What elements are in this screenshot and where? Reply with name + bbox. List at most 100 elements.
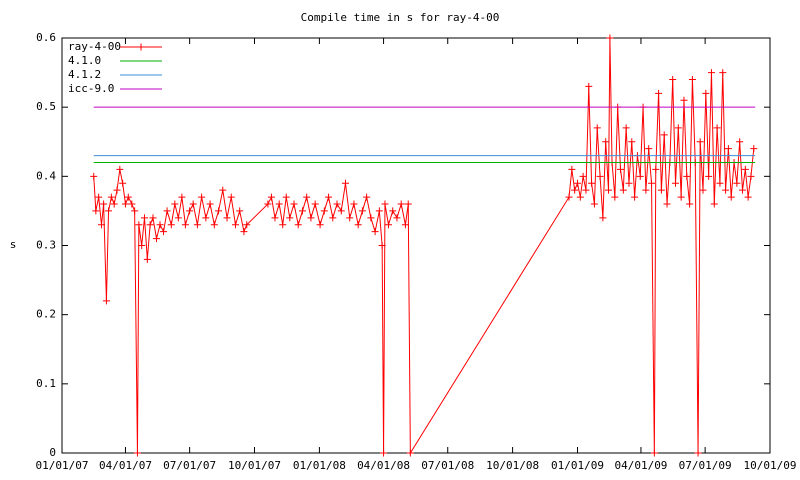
data-point	[303, 193, 311, 201]
data-point	[320, 207, 328, 215]
data-point	[92, 207, 100, 215]
data-point	[747, 172, 755, 180]
y-tick-label: 0.4	[36, 169, 56, 182]
x-tick-label: 07/01/08	[421, 459, 474, 472]
data-point	[599, 214, 607, 222]
data-point	[655, 89, 663, 97]
data-point	[617, 165, 625, 173]
data-point	[645, 145, 653, 153]
data-point	[744, 193, 752, 201]
y-tick-label: 0.6	[36, 31, 56, 44]
data-point	[573, 179, 581, 187]
data-point	[590, 200, 598, 208]
data-point	[611, 193, 619, 201]
data-point	[290, 200, 298, 208]
x-tick-label: 04/01/09	[614, 459, 667, 472]
data-point	[337, 207, 345, 215]
data-point	[138, 242, 146, 249]
data-point	[181, 221, 189, 229]
data-point	[622, 124, 630, 132]
legend-label: 4.1.0	[68, 54, 101, 67]
data-point	[688, 76, 696, 83]
data-point	[346, 214, 354, 222]
data-point	[642, 186, 650, 194]
data-point	[381, 200, 389, 208]
data-point	[719, 69, 727, 77]
data-point	[672, 179, 680, 187]
data-point	[219, 186, 227, 194]
x-tick-label: 01/01/07	[36, 459, 89, 472]
data-point	[696, 138, 704, 146]
x-tick-label: 07/01/07	[163, 459, 216, 472]
data-point	[380, 449, 388, 457]
data-point	[571, 186, 579, 194]
data-point	[341, 179, 349, 187]
data-point	[186, 207, 194, 215]
data-point	[741, 165, 749, 173]
data-point	[652, 165, 660, 173]
data-point	[267, 193, 275, 201]
data-point	[210, 221, 218, 229]
data-point	[149, 214, 157, 222]
y-tick-label: 0.3	[36, 239, 56, 252]
data-point	[371, 228, 379, 236]
x-tick-label: 01/01/08	[293, 459, 346, 472]
data-point	[206, 200, 214, 208]
data-point	[722, 186, 730, 194]
data-point	[227, 193, 235, 201]
data-point	[119, 179, 127, 187]
data-point	[733, 179, 741, 187]
data-point	[167, 221, 175, 229]
data-point	[141, 214, 149, 222]
data-point	[128, 200, 136, 208]
data-point	[131, 207, 139, 215]
data-point	[738, 186, 746, 194]
data-point	[680, 96, 688, 104]
data-point	[163, 207, 171, 215]
data-point	[631, 193, 639, 201]
data-point	[160, 228, 168, 236]
data-point	[271, 214, 279, 222]
x-tick-label: 10/01/09	[744, 459, 797, 472]
data-point	[307, 214, 315, 222]
data-point	[593, 124, 601, 132]
data-point	[133, 449, 141, 457]
y-tick-label: 0	[49, 446, 56, 459]
data-point	[358, 207, 366, 215]
legend-marker	[137, 43, 145, 51]
data-point	[367, 214, 375, 222]
data-point	[707, 69, 715, 77]
x-tick-label: 10/01/07	[228, 459, 281, 472]
data-point	[705, 172, 713, 180]
y-tick-label: 0.2	[36, 308, 56, 321]
data-point	[657, 186, 665, 194]
data-point	[110, 200, 118, 208]
data-point	[354, 221, 362, 229]
data-point	[294, 221, 302, 229]
data-point	[189, 200, 197, 208]
data-point	[113, 186, 121, 194]
data-point	[215, 207, 223, 215]
data-point	[174, 214, 182, 222]
data-point	[156, 221, 164, 229]
data-point	[231, 221, 239, 229]
data-point	[275, 200, 283, 208]
data-point	[264, 200, 272, 208]
x-tick-label: 04/01/07	[99, 459, 152, 472]
data-point	[582, 186, 590, 194]
data-point	[401, 221, 409, 229]
data-point	[286, 214, 294, 222]
data-point	[350, 200, 358, 208]
data-point	[240, 228, 248, 236]
data-point	[677, 193, 685, 201]
y-axis-label: s	[10, 238, 17, 251]
data-point	[713, 124, 721, 132]
data-point	[102, 297, 110, 305]
data-point	[198, 193, 206, 201]
data-point	[750, 145, 758, 153]
data-point	[702, 89, 710, 97]
data-point	[107, 193, 115, 201]
data-point	[568, 165, 576, 173]
data-point	[650, 449, 658, 457]
